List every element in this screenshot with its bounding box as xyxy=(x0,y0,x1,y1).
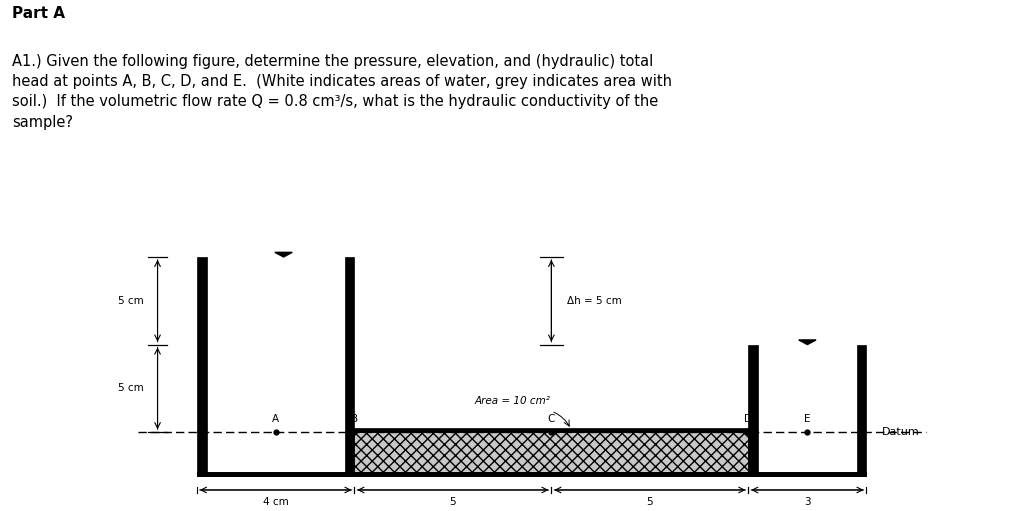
Polygon shape xyxy=(274,252,292,257)
Text: A1.) Given the following figure, determine the pressure, elevation, and (hydraul: A1.) Given the following figure, determi… xyxy=(12,54,673,130)
Text: B: B xyxy=(351,414,358,424)
Bar xyxy=(354,472,749,476)
Bar xyxy=(354,428,749,432)
Text: Datum: Datum xyxy=(883,427,920,437)
Bar xyxy=(758,344,857,472)
Bar xyxy=(207,257,345,472)
Bar xyxy=(749,472,866,476)
Text: E: E xyxy=(804,414,811,424)
Text: A: A xyxy=(272,414,280,424)
Bar xyxy=(354,432,749,472)
Bar xyxy=(197,257,207,476)
Text: Part A: Part A xyxy=(12,7,66,21)
Bar xyxy=(197,472,354,476)
Text: 5: 5 xyxy=(646,497,653,507)
Text: Δh = 5 cm: Δh = 5 cm xyxy=(567,296,622,306)
Text: Area = 10 cm²: Area = 10 cm² xyxy=(474,396,550,406)
Polygon shape xyxy=(799,340,816,344)
Bar xyxy=(345,257,354,476)
Bar xyxy=(749,344,758,476)
Text: C: C xyxy=(548,414,555,424)
Text: 3: 3 xyxy=(804,497,811,507)
Text: 5: 5 xyxy=(450,497,457,507)
Text: D: D xyxy=(744,414,753,424)
Bar xyxy=(197,472,866,476)
Text: 4 cm: 4 cm xyxy=(263,497,289,507)
Text: 5 cm: 5 cm xyxy=(118,383,143,393)
Bar xyxy=(857,344,866,476)
Text: 5 cm: 5 cm xyxy=(118,296,143,306)
